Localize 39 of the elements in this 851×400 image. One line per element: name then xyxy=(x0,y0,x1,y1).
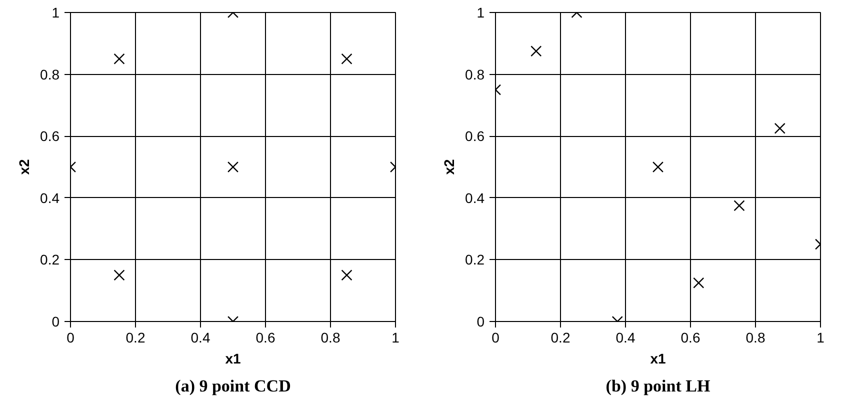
y-tick-label: 0 xyxy=(476,314,485,330)
y-tick-label: 0.8 xyxy=(40,66,60,82)
y-tick-label: 1 xyxy=(52,4,60,20)
y-axis-title: x2 xyxy=(441,159,458,175)
x-tick-label: 0.2 xyxy=(126,330,146,346)
point xyxy=(734,200,745,212)
point xyxy=(114,53,125,64)
text: (b) 9 point LH xyxy=(606,376,710,396)
x-axis-title: x1 xyxy=(650,350,666,366)
x-tick-label: 1 xyxy=(392,330,400,346)
y-tick-label: 0 xyxy=(52,314,60,330)
point xyxy=(652,161,664,173)
point xyxy=(114,270,125,281)
y-tick-label: 0.6 xyxy=(40,128,60,144)
y-tick-label: 0.4 xyxy=(465,190,485,206)
y-axis-title: x2 xyxy=(16,159,32,175)
x-axis-title: x1 xyxy=(225,350,241,366)
x-tick-label: 0.6 xyxy=(256,330,276,346)
x-tick-label: 0.4 xyxy=(616,330,636,346)
x-tick-label: 0 xyxy=(492,330,500,346)
y-tick-label: 0.2 xyxy=(40,252,60,268)
y-tick-label: 0.4 xyxy=(40,190,60,206)
x-tick-label: 0 xyxy=(66,330,75,346)
y-tick-label: 0.2 xyxy=(465,252,485,268)
y-tick-label: 0.8 xyxy=(465,66,485,82)
point xyxy=(693,277,704,288)
y-tick-label: 1 xyxy=(476,4,485,20)
x-tick-label: 0.8 xyxy=(320,330,340,346)
x-tick-label: 0.2 xyxy=(550,330,570,346)
x-tick-label: 0.6 xyxy=(680,330,700,346)
point xyxy=(341,53,352,64)
x-tick-label: 1 xyxy=(816,330,825,346)
y-tick-label: 0.6 xyxy=(465,128,485,144)
x-tick-label: 0.8 xyxy=(746,330,766,346)
point xyxy=(341,270,352,281)
point xyxy=(227,161,239,173)
x-tick-label: 0.4 xyxy=(190,330,210,346)
text: (a) 9 point CCD xyxy=(175,376,291,396)
point xyxy=(774,122,786,134)
